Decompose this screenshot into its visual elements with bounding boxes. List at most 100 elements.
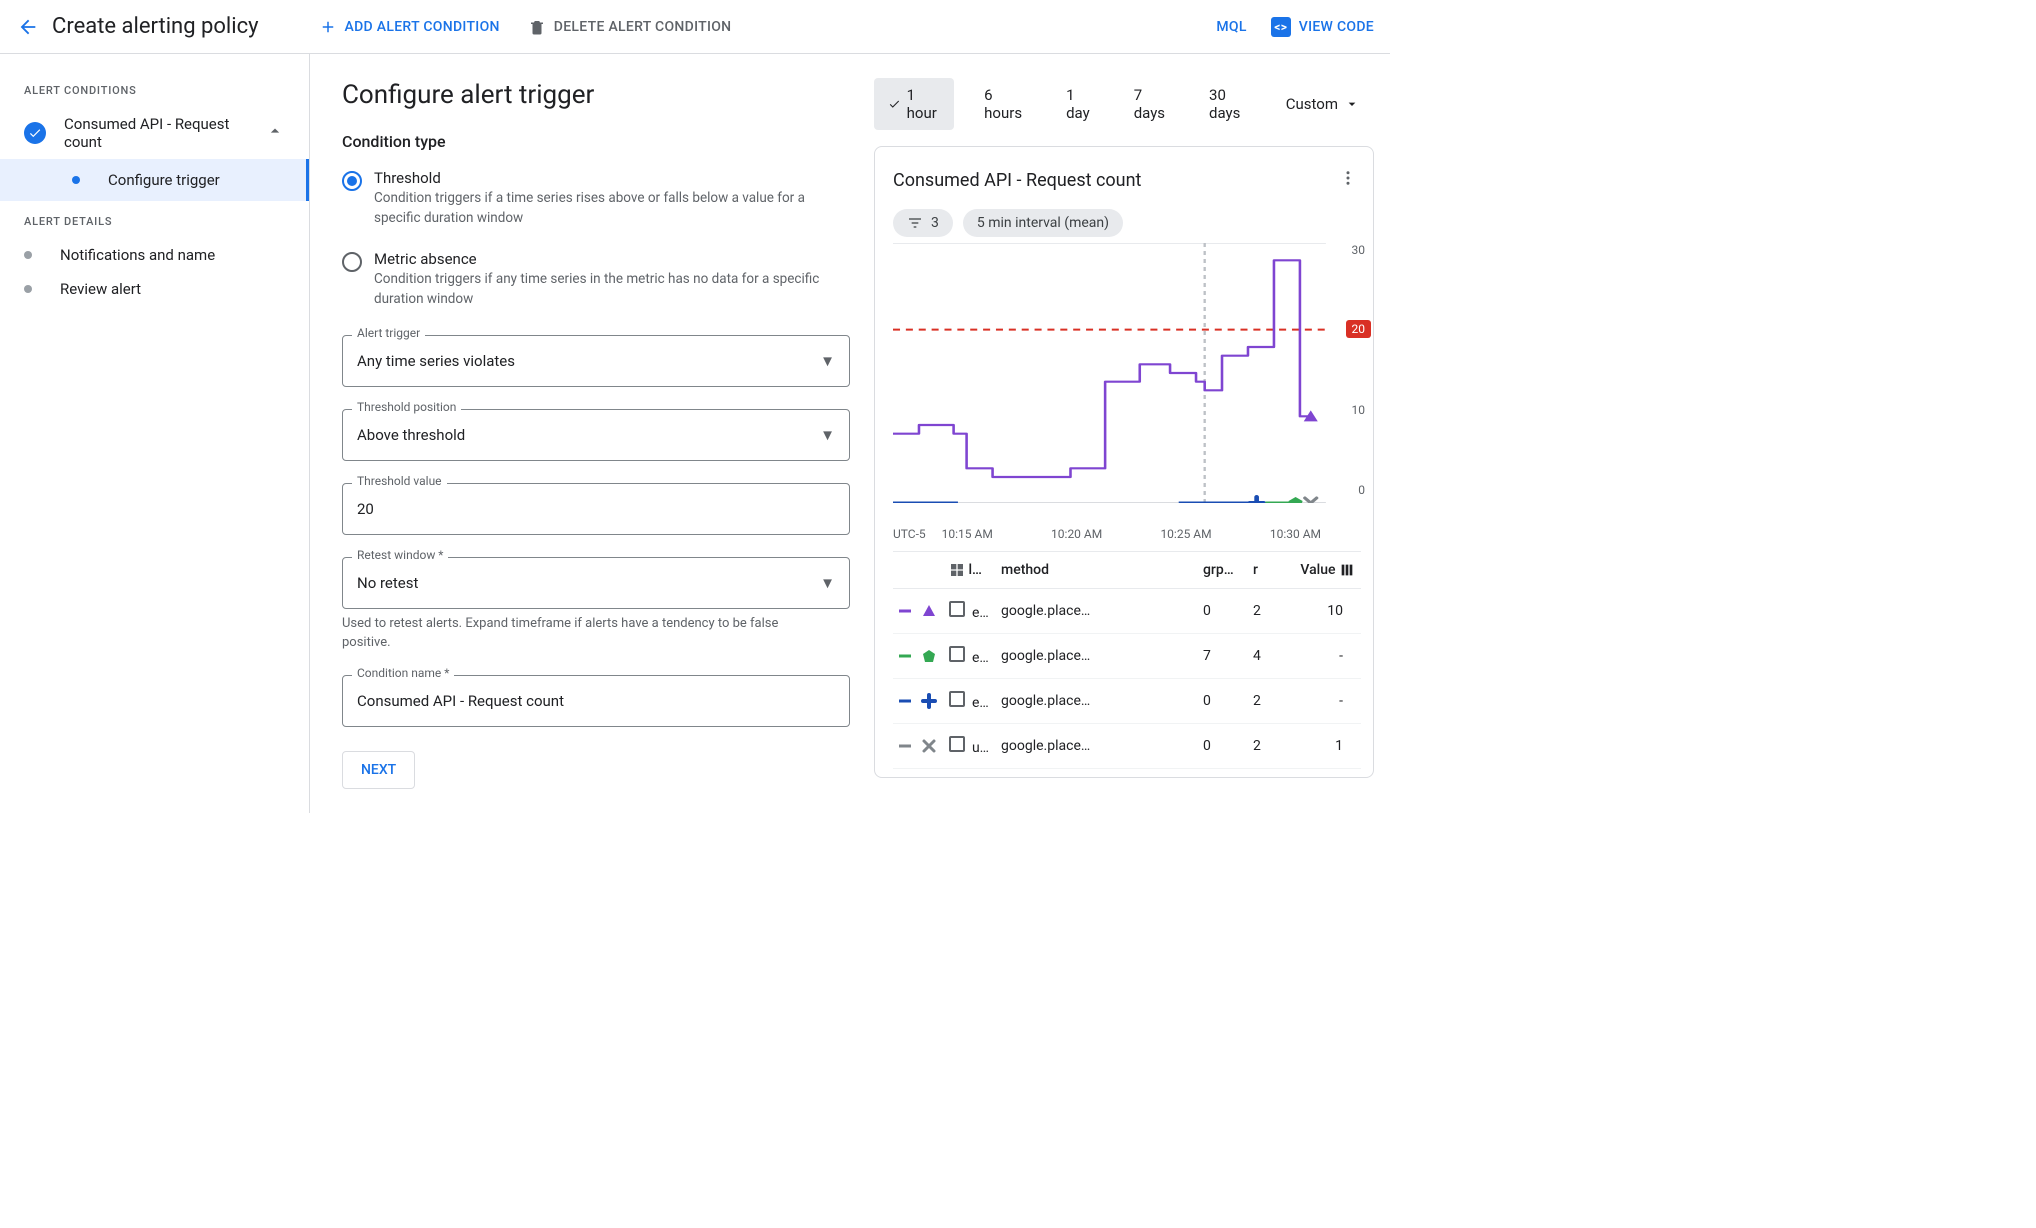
delete-condition-label: DELETE ALERT CONDITION [554, 19, 732, 35]
next-button[interactable]: NEXT [342, 751, 415, 789]
bullet-icon [24, 285, 32, 293]
checkbox[interactable] [949, 736, 965, 752]
table-header [893, 552, 943, 589]
preview-column: 1 hour6 hours1 day7 days30 daysCustom Co… [874, 74, 1374, 789]
retest-value: No retest [357, 574, 418, 592]
main: ALERT CONDITIONS Consumed API - Request … [0, 54, 1390, 813]
checkbox[interactable] [949, 601, 965, 617]
view-code-label: VIEW CODE [1299, 19, 1374, 35]
field-label: Threshold value [352, 474, 447, 488]
topbar-actions: ADD ALERT CONDITION DELETE ALERT CONDITI… [319, 18, 732, 36]
checkbox[interactable] [949, 691, 965, 707]
radio-absence-desc: Condition triggers if any time series in… [374, 270, 834, 309]
chevron-down-icon [1344, 96, 1360, 112]
delete-condition-button[interactable]: DELETE ALERT CONDITION [528, 18, 732, 36]
trash-icon [528, 18, 546, 36]
sidebar-item-configure-trigger[interactable]: Configure trigger [0, 159, 309, 201]
retest-window-field[interactable]: Retest window * No retest ▼ [342, 557, 850, 609]
radio-absence[interactable]: Metric absence Condition triggers if any… [342, 246, 850, 313]
retest-helper: Used to retest alerts. Expand timeframe … [342, 615, 812, 653]
add-condition-button[interactable]: ADD ALERT CONDITION [319, 18, 500, 36]
y-tick: 30 [1352, 243, 1366, 257]
y-tick: 0 [1358, 483, 1365, 497]
form-column: Configure alert trigger Condition type T… [342, 74, 850, 789]
plus-icon [319, 18, 337, 36]
threshold-value-value: 20 [357, 500, 374, 518]
time-tab-6-hours[interactable]: 6 hours [970, 78, 1036, 130]
table-row[interactable]: u…google.place…021 [893, 724, 1361, 769]
chevron-down-icon: ▼ [820, 574, 835, 592]
time-tab-30-days[interactable]: 30 days [1195, 78, 1256, 130]
table-row[interactable]: e…google.place…02- [893, 679, 1361, 724]
radio-icon [342, 252, 362, 272]
x-tick: 10:30 AM [1270, 527, 1321, 541]
y-axis: 3020100 [1352, 243, 1366, 503]
alert-trigger-field[interactable]: Alert trigger Any time series violates ▼ [342, 335, 850, 387]
radio-absence-label: Metric absence [374, 250, 834, 268]
form-heading: Configure alert trigger [342, 80, 850, 110]
timezone-label: UTC-5 [893, 527, 926, 541]
interval-label: 5 min interval (mean) [977, 215, 1109, 231]
threshold-position-field[interactable]: Threshold position Above threshold ▼ [342, 409, 850, 461]
view-code-button[interactable]: <> VIEW CODE [1271, 17, 1374, 37]
sidebar-item-condition[interactable]: Consumed API - Request count [0, 107, 309, 159]
y-tick: 10 [1352, 403, 1366, 417]
page-title: Create alerting policy [52, 14, 259, 39]
table-header: Value [1271, 552, 1361, 589]
check-icon [24, 122, 46, 144]
bullet-icon [24, 251, 32, 259]
sidebar-header-conditions: ALERT CONDITIONS [0, 78, 309, 107]
code-icon: <> [1271, 17, 1291, 37]
condition-name-value: Consumed API - Request count [357, 692, 564, 710]
condition-name-field[interactable]: Condition name * Consumed API - Request … [342, 675, 850, 727]
chevron-up-icon [265, 121, 285, 145]
sidebar-item-review[interactable]: Review alert [0, 272, 309, 306]
field-label: Retest window * [352, 548, 448, 562]
arrow-left-icon [17, 16, 39, 38]
bullet-icon [72, 176, 80, 184]
time-tab-1-day[interactable]: 1 day [1052, 78, 1104, 130]
sidebar-item-notifications[interactable]: Notifications and name [0, 238, 309, 272]
card-menu-button[interactable] [1335, 165, 1361, 195]
grid-icon [949, 562, 965, 578]
filter-icon [907, 215, 923, 231]
table-row[interactable]: e…google.place…74- [893, 634, 1361, 679]
radio-threshold-desc: Condition triggers if a time series rise… [374, 189, 834, 228]
x-tick: 10:20 AM [1051, 527, 1102, 541]
table-header: grp… [1197, 552, 1247, 589]
sidebar-condition-label: Consumed API - Request count [64, 115, 234, 151]
filter-chip[interactable]: 3 [893, 209, 953, 237]
time-tab-1-hour[interactable]: 1 hour [874, 78, 954, 130]
interval-chip[interactable]: 5 min interval (mean) [963, 209, 1123, 237]
alert-trigger-value: Any time series violates [357, 352, 515, 370]
topbar-right: MQL <> VIEW CODE [1216, 17, 1374, 37]
topbar: Create alerting policy ADD ALERT CONDITI… [0, 0, 1390, 54]
field-label: Threshold position [352, 400, 461, 414]
mql-label: MQL [1216, 19, 1246, 35]
review-label: Review alert [60, 280, 141, 298]
radio-threshold[interactable]: Threshold Condition triggers if a time s… [342, 165, 850, 232]
condition-type-heading: Condition type [342, 132, 850, 151]
checkbox[interactable] [949, 646, 965, 662]
configure-trigger-label: Configure trigger [108, 171, 220, 189]
add-condition-label: ADD ALERT CONDITION [345, 19, 500, 35]
columns-icon[interactable] [1339, 562, 1355, 578]
mql-button[interactable]: MQL [1216, 19, 1246, 35]
table-header: l… [943, 552, 995, 589]
table-row[interactable]: e…google.place…0210 [893, 589, 1361, 634]
threshold-badge: 20 [1346, 320, 1372, 338]
time-tab-7-days[interactable]: 7 days [1120, 78, 1179, 130]
notifications-label: Notifications and name [60, 246, 215, 264]
table-header: r [1247, 552, 1271, 589]
back-button[interactable] [8, 7, 48, 47]
chart: 3020100 20 [893, 243, 1361, 523]
field-label: Condition name * [352, 666, 454, 680]
threshold-value-field[interactable]: Threshold value 20 [342, 483, 850, 535]
x-axis: 10:15 AM10:20 AM10:25 AM10:30 AM [942, 527, 1361, 541]
time-tab-custom[interactable]: Custom [1272, 87, 1374, 121]
chevron-down-icon: ▼ [820, 352, 835, 370]
chart-svg [893, 243, 1361, 503]
radio-threshold-label: Threshold [374, 169, 834, 187]
field-label: Alert trigger [352, 326, 425, 340]
check-icon [888, 96, 901, 112]
